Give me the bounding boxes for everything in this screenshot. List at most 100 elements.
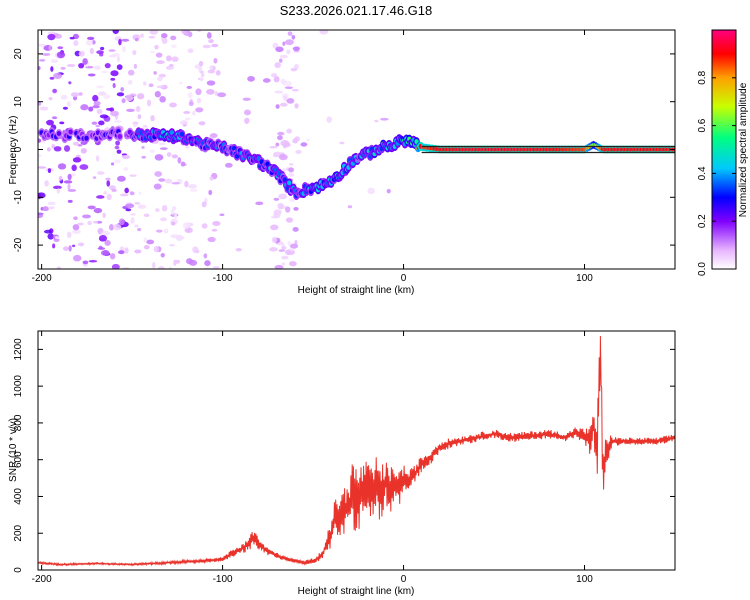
spectrogram-noise bbox=[200, 70, 205, 75]
spectrogram-noise bbox=[129, 191, 135, 196]
spectrogram-noise bbox=[170, 221, 176, 226]
spectrogram-noise bbox=[114, 159, 121, 164]
spectrogram-noise bbox=[283, 95, 288, 101]
spectrogram-noise bbox=[67, 173, 72, 181]
spectrogram-noise bbox=[211, 228, 218, 232]
spectrogram-noise bbox=[150, 115, 155, 122]
spectrogram-noise bbox=[96, 195, 105, 199]
spectrogram-noise bbox=[80, 148, 87, 154]
spectrogram-noise bbox=[291, 89, 299, 92]
spectrogram-noise bbox=[54, 236, 60, 240]
spectrogram-noise bbox=[142, 81, 147, 86]
spectrogram-noise bbox=[87, 36, 95, 41]
spectrogram-noise bbox=[380, 117, 389, 121]
spectrogram-noise bbox=[93, 65, 101, 70]
spectrogram-noise bbox=[279, 58, 283, 63]
spectrogram-noise bbox=[280, 78, 286, 85]
spectrogram-noise bbox=[125, 208, 132, 212]
spectrogram-noise bbox=[207, 69, 215, 74]
spectrogram-noise bbox=[198, 60, 204, 67]
spectrogram-noise bbox=[46, 147, 51, 152]
spectrogram-noise bbox=[72, 157, 82, 163]
spectrogram-noise bbox=[68, 245, 72, 252]
spectrogram-noise bbox=[114, 145, 120, 150]
spectrogram-noise bbox=[118, 38, 122, 46]
spectrogram-noise bbox=[111, 263, 120, 269]
spectrogram-noise bbox=[192, 246, 199, 254]
snr-ytick-label: 1000 bbox=[13, 375, 24, 398]
spectrogram-noise bbox=[57, 46, 64, 50]
spectrogram-noise bbox=[171, 44, 177, 49]
spectrogram-noise bbox=[274, 62, 281, 69]
spectrogram-noise bbox=[111, 189, 117, 192]
spectrogram-noise bbox=[204, 260, 211, 267]
spectrogram-noise bbox=[275, 142, 280, 147]
spectrogram-noise bbox=[108, 54, 117, 58]
spectrogram-noise bbox=[67, 188, 77, 192]
spectrogram-noise bbox=[300, 142, 308, 147]
spectrogram-noise bbox=[195, 107, 204, 113]
spectrogram-noise bbox=[386, 188, 391, 194]
spectrogram-noise bbox=[78, 50, 85, 57]
spectrogram-noise bbox=[100, 46, 105, 51]
spectrogram-noise bbox=[89, 47, 94, 55]
spectrogram-noise bbox=[52, 243, 56, 249]
spectrogram-noise bbox=[92, 105, 100, 109]
spectrogram-noise bbox=[189, 259, 198, 266]
spectrogram-noise bbox=[154, 154, 164, 161]
spectrogram-noise bbox=[157, 76, 163, 82]
spectrogram-noise bbox=[374, 119, 379, 123]
spectrogram-noise bbox=[285, 249, 292, 256]
spectrogram-noise bbox=[270, 224, 279, 231]
spectrogram-noise bbox=[163, 228, 169, 234]
spectrogram-noise bbox=[242, 97, 251, 101]
spectrogram-noise bbox=[127, 69, 135, 76]
spectrogram-noise bbox=[184, 117, 191, 121]
spectrogram-noise bbox=[274, 90, 284, 94]
spectrogram-noise bbox=[137, 204, 147, 209]
spectrogram-noise bbox=[158, 178, 166, 182]
spectrogram-noise bbox=[79, 164, 89, 170]
spectrogram-noise bbox=[43, 229, 52, 234]
spectrogram-ridge bbox=[117, 134, 122, 140]
spectrogram-noise bbox=[108, 224, 114, 231]
spectrogram-noise bbox=[38, 166, 47, 169]
spectrogram-noise bbox=[235, 248, 242, 252]
spectrogram-noise bbox=[60, 66, 66, 70]
spectrogram-noise bbox=[98, 91, 107, 96]
spectrogram-noise bbox=[157, 265, 165, 269]
spectrogram-noise bbox=[284, 86, 294, 90]
spectrogram-noise bbox=[119, 193, 129, 197]
snr-ytick-label: 800 bbox=[13, 414, 24, 431]
spectrogram-noise bbox=[278, 154, 288, 161]
spectrogram-noise bbox=[82, 214, 91, 219]
spectrogram-noise bbox=[92, 176, 97, 179]
spectrogram-noise bbox=[52, 88, 57, 93]
snr-xtick-label: -200 bbox=[32, 574, 52, 585]
spectrogram-noise bbox=[152, 261, 156, 269]
spectrogram-noise bbox=[38, 212, 44, 216]
spectrogram-noise bbox=[129, 174, 137, 177]
snr-frame bbox=[37, 330, 676, 571]
spectrogram-noise bbox=[42, 53, 51, 56]
spectrogram-noise bbox=[134, 202, 141, 205]
spectrogram-noise bbox=[275, 46, 284, 53]
spectrogram-noise bbox=[173, 259, 177, 267]
colorbar-label: Normalized spectral amplitude bbox=[738, 82, 749, 217]
spectrogram-noise bbox=[88, 106, 94, 112]
colorbar-gradient bbox=[712, 30, 736, 269]
spectrogram-noise bbox=[158, 73, 167, 78]
spectrogram-noise bbox=[47, 206, 55, 210]
spectrogram-noise bbox=[62, 246, 69, 251]
spectrogram-noise bbox=[149, 30, 159, 35]
spectrogram-noise bbox=[118, 218, 125, 226]
spectrogram-noise bbox=[154, 171, 163, 177]
spectrogram-ridge bbox=[231, 145, 237, 151]
snr-series-line bbox=[38, 335, 675, 567]
spectrogram-ytick-label: -10 bbox=[13, 190, 24, 205]
spectrogram-noise bbox=[39, 59, 46, 62]
spectrogram-ridge bbox=[84, 135, 89, 141]
spectrogram-ridge bbox=[286, 180, 292, 186]
spectrogram-noise bbox=[150, 50, 155, 54]
spectrogram-noise bbox=[50, 59, 59, 64]
